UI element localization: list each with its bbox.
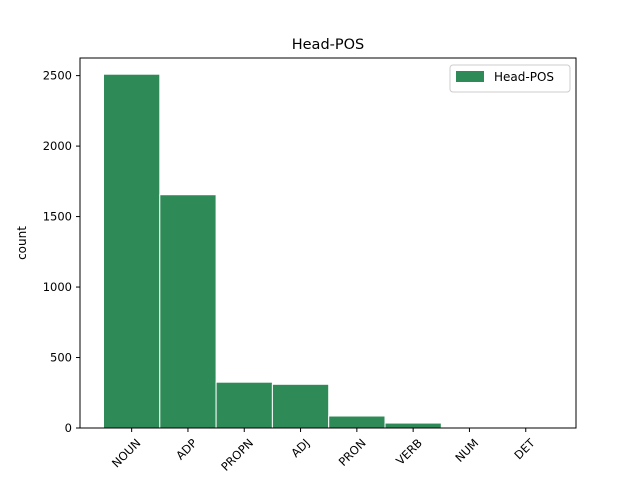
y-tick-label: 1000 xyxy=(43,280,72,294)
x-tick-label-noun: NOUN xyxy=(109,436,143,470)
y-tick-label: 2500 xyxy=(43,69,72,83)
x-tick-label-pron: PRON xyxy=(336,436,369,469)
bar-verb xyxy=(384,422,442,429)
x-tick-label-num: NUM xyxy=(452,436,481,465)
legend: Head-POS xyxy=(449,64,571,93)
x-tick-label-propn: PROPN xyxy=(218,436,256,474)
bar-adj xyxy=(271,383,330,429)
y-tick-label: 1500 xyxy=(43,210,72,224)
legend-swatch xyxy=(456,71,484,82)
y-axis-label: count xyxy=(15,226,29,260)
x-tick-label-verb: VERB xyxy=(393,436,425,468)
bar-noun xyxy=(103,73,161,429)
x-tick-label-adj: ADJ xyxy=(288,436,312,460)
bars-group xyxy=(103,73,555,429)
axes-frame xyxy=(79,57,577,429)
bar-pron xyxy=(328,415,386,429)
x-tick-label-det: DET xyxy=(511,435,538,462)
x-tick-label-adp: ADP xyxy=(173,436,200,463)
legend-label: Head-POS xyxy=(494,70,554,84)
y-axis: 0 500 1000 1500 2000 2500 xyxy=(43,69,80,435)
chart-title: Head-POS xyxy=(292,37,365,53)
x-axis: NOUN ADP PROPN ADJ PRON VERB NUM DET xyxy=(109,428,538,474)
y-tick-label: 0 xyxy=(65,421,72,435)
bar-adp xyxy=(159,194,217,429)
y-tick-label: 500 xyxy=(50,351,72,365)
y-tick-label: 2000 xyxy=(43,139,72,153)
bar-propn xyxy=(215,381,273,429)
